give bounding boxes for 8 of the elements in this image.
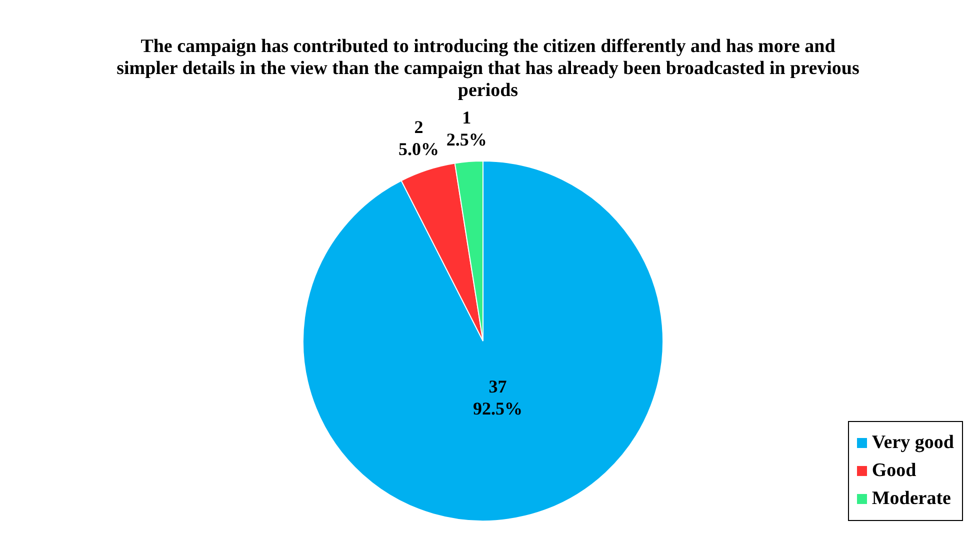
data-label: 2 5.0%	[398, 117, 439, 160]
legend-label: Good	[870, 460, 918, 482]
data-label: 37 92.5%	[472, 376, 522, 418]
legend-label: Very good	[870, 432, 954, 454]
chart-title: The campaign has contributed to introducing the citizen differently and has more and simpler details in the view than the campaign that has already been broadcasted in previous periods	[116, 35, 860, 103]
data-label: 1 2.5%	[446, 108, 487, 150]
legend-label: Moderate	[870, 488, 952, 510]
pie-slice	[302, 160, 664, 522]
